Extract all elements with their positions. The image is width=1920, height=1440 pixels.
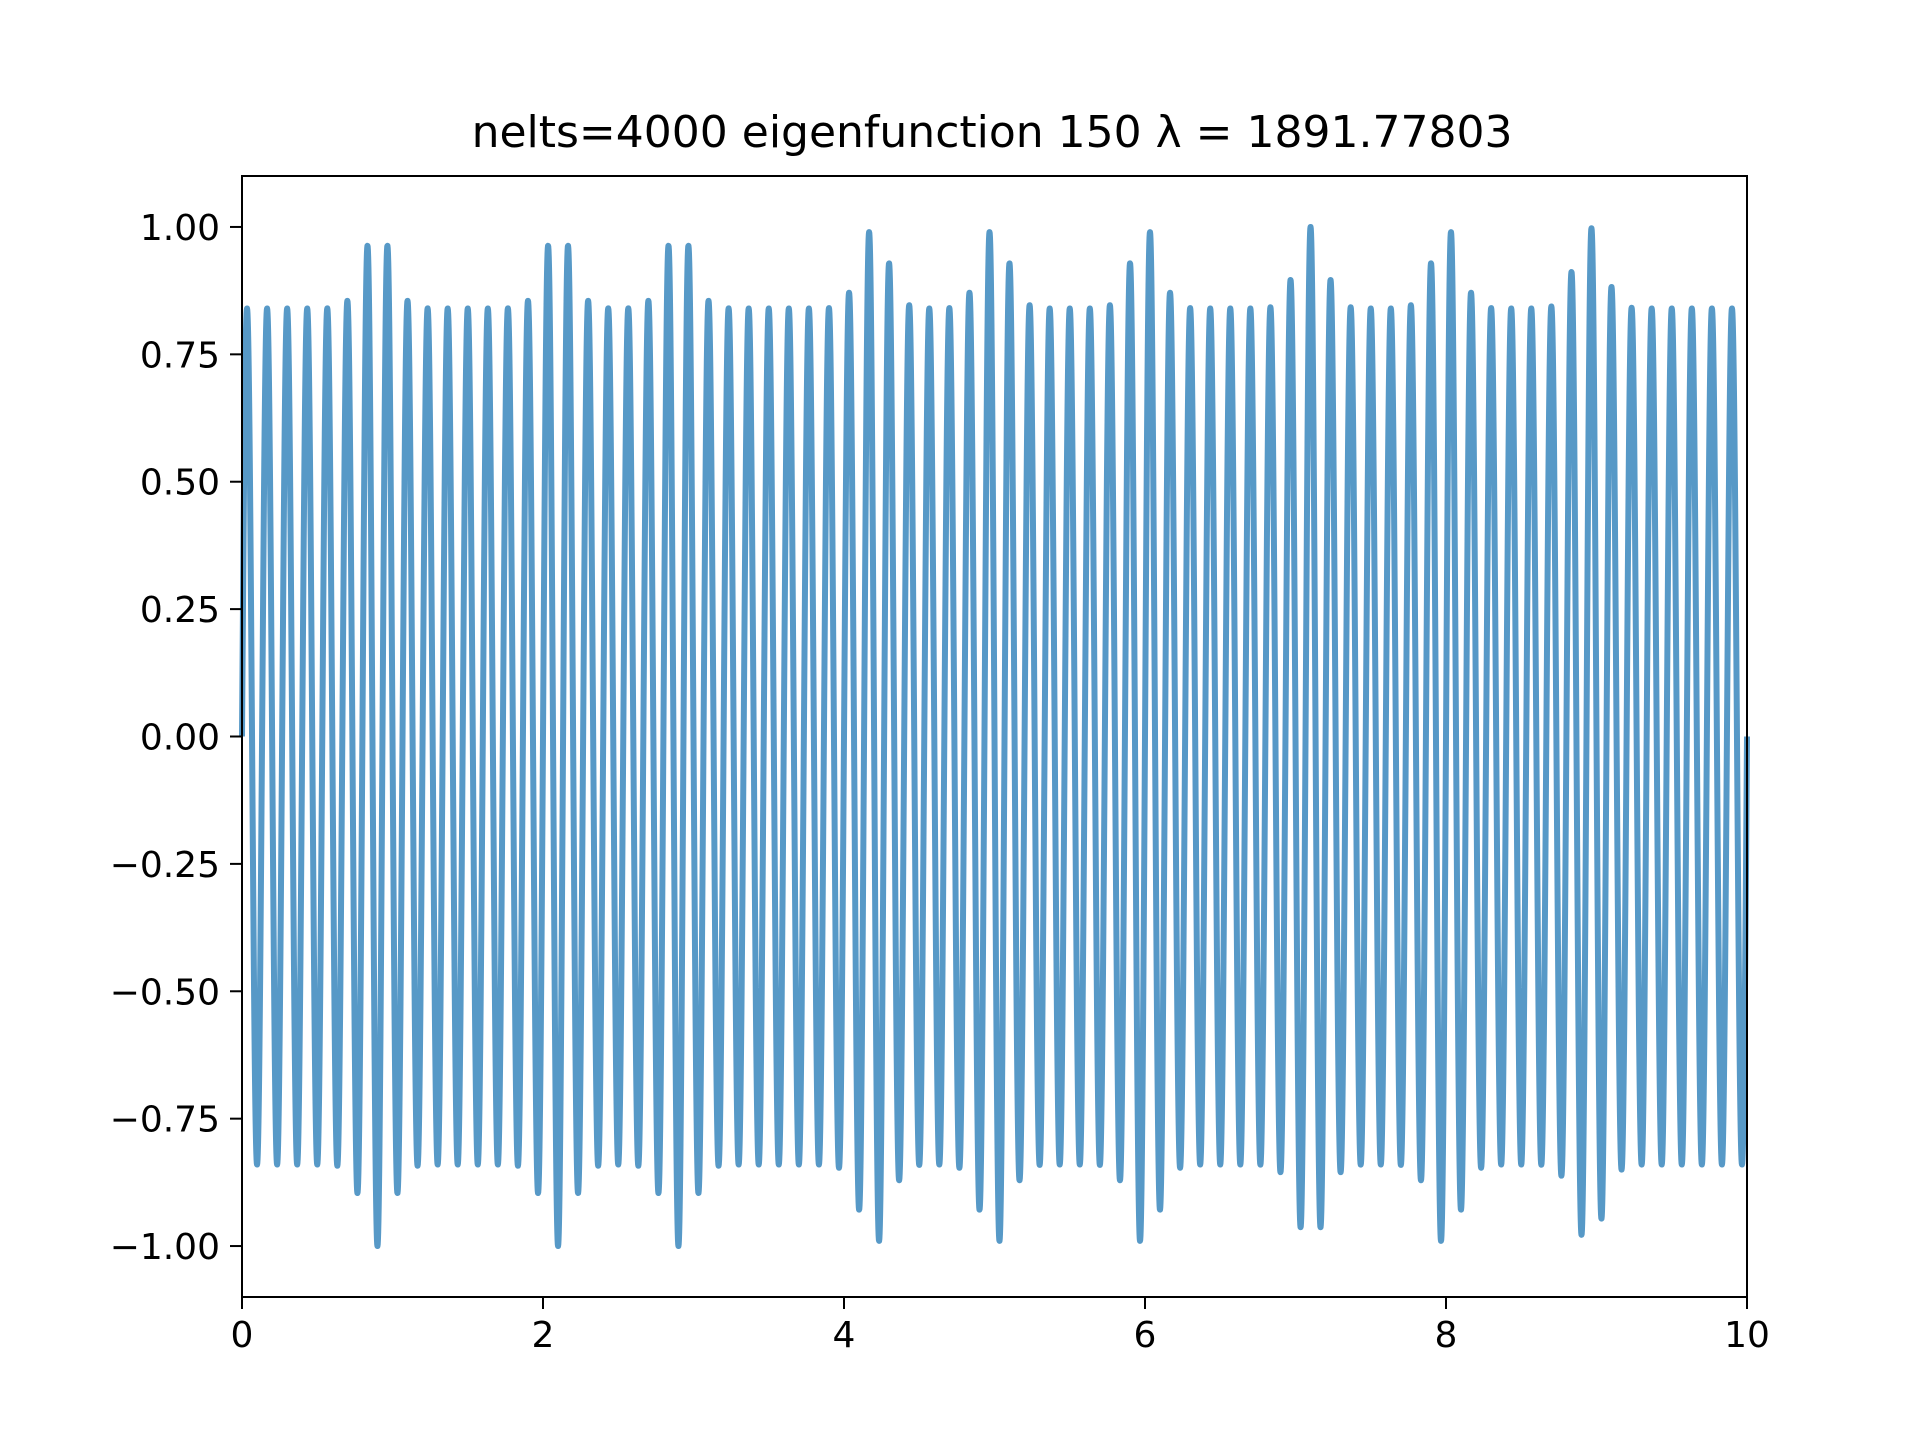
y-tick-label: 0.50 bbox=[140, 463, 220, 504]
x-tick-label: 10 bbox=[1724, 1315, 1770, 1356]
y-tick-label: −1.00 bbox=[110, 1227, 220, 1268]
x-axis: 0 2 4 6 8 10 bbox=[231, 1297, 1770, 1356]
y-tick-label: 0.25 bbox=[140, 590, 220, 631]
series-line bbox=[239, 223, 1750, 1250]
x-tick-label: 4 bbox=[833, 1315, 856, 1356]
plot-area bbox=[239, 223, 1750, 1250]
y-tick-label: 1.00 bbox=[140, 208, 220, 249]
y-axis: 1.00 0.75 0.50 0.25 0.00 −0.25 −0.50 −0.75 −1.00 bbox=[110, 208, 242, 1268]
y-tick-label: 0.75 bbox=[140, 335, 220, 376]
axes-frame bbox=[241, 175, 1748, 1298]
y-tick-label: 0.00 bbox=[140, 718, 220, 759]
x-tick-label: 6 bbox=[1134, 1315, 1157, 1356]
y-tick-label: −0.25 bbox=[110, 845, 220, 886]
x-tick-label: 0 bbox=[231, 1315, 254, 1356]
x-tick-label: 2 bbox=[532, 1315, 555, 1356]
y-tick-label: −0.50 bbox=[110, 972, 220, 1013]
chart-title: nelts=4000 eigenfunction 150 λ = 1891.77… bbox=[472, 107, 1513, 158]
y-tick-label: −0.75 bbox=[110, 1100, 220, 1141]
x-tick-label: 8 bbox=[1435, 1315, 1458, 1356]
